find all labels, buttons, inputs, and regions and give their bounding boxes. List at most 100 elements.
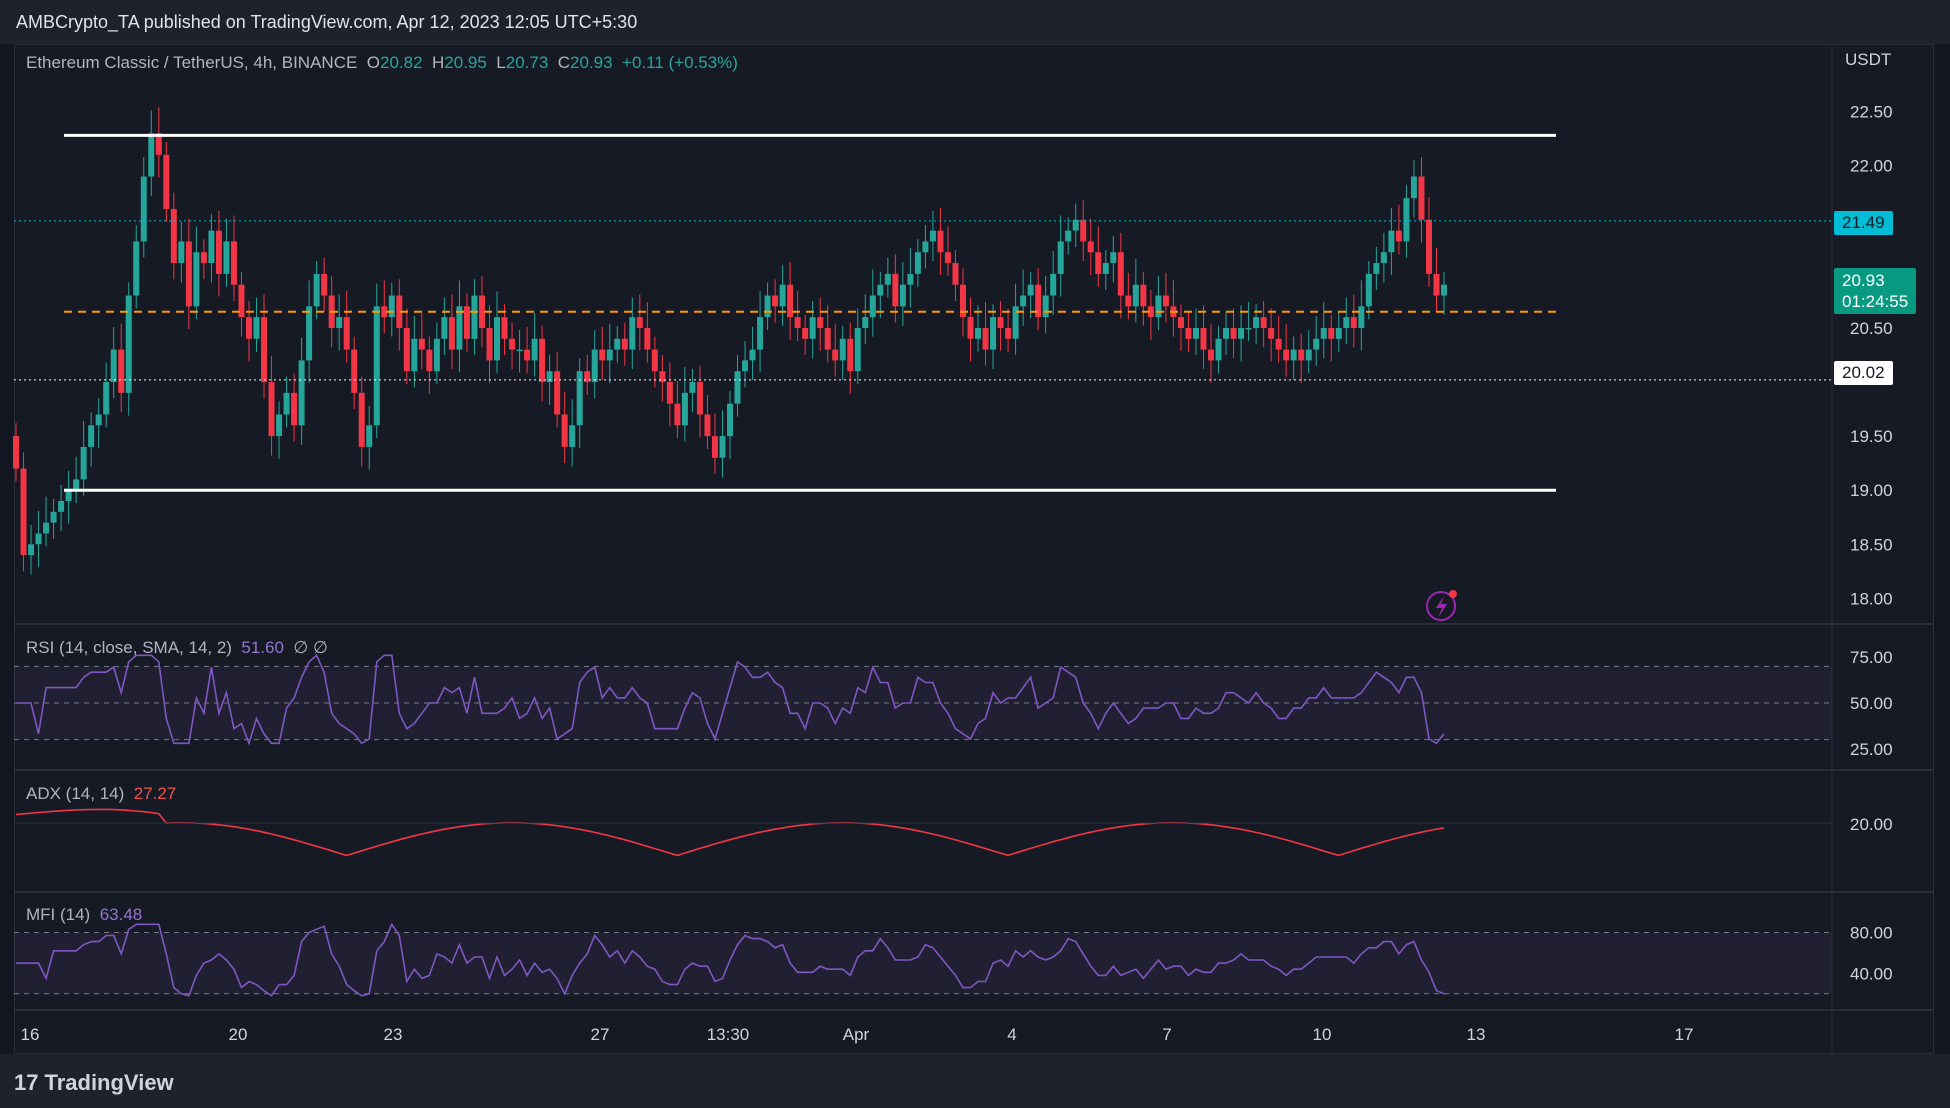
- candle-body: [291, 392, 298, 426]
- alert-lightning-icon: [1426, 590, 1457, 621]
- candle-body: [313, 273, 320, 307]
- mfi-band: [14, 932, 1832, 994]
- candle-body: [381, 306, 388, 318]
- candle-body: [772, 295, 779, 307]
- candle-body: [486, 327, 493, 361]
- adx-label: ADX (14, 14): [26, 784, 125, 803]
- candle-body: [1260, 317, 1267, 328]
- candle-body: [990, 317, 997, 350]
- rsi-axis-tick: 50.00: [1850, 694, 1893, 713]
- candle-body: [1027, 284, 1034, 296]
- candle-body: [58, 501, 65, 512]
- candle-body: [696, 382, 703, 415]
- adx-legend[interactable]: ADX (14, 14) 27.27: [26, 784, 176, 804]
- candle-body: [599, 349, 606, 361]
- candle-body: [997, 317, 1004, 328]
- candle-body: [809, 317, 816, 339]
- adx-value: 27.27: [133, 784, 177, 803]
- candle-body: [178, 241, 185, 264]
- candle-body: [854, 327, 861, 372]
- mfi-legend[interactable]: MFI (14) 63.48: [26, 905, 142, 925]
- candle-body: [884, 273, 891, 285]
- candle-body: [606, 349, 613, 361]
- candle-body: [396, 295, 403, 328]
- candle-body: [80, 446, 87, 480]
- candle-body: [1418, 176, 1425, 220]
- candle-body: [869, 295, 876, 318]
- candle-body: [433, 338, 440, 372]
- candle-body: [463, 306, 470, 339]
- tradingview-logo[interactable]: 17 TradingView: [14, 1070, 174, 1096]
- candle-body: [140, 176, 147, 242]
- main-legend: Ethereum Classic / TetherUS, 4h, BINANCE…: [26, 53, 738, 73]
- candle-body: [501, 317, 508, 339]
- candle-body: [561, 414, 568, 447]
- candles: [13, 107, 1447, 575]
- candle-body: [426, 349, 433, 372]
- candle-body: [727, 403, 733, 437]
- candle-body: [944, 252, 951, 264]
- candle-body: [644, 327, 651, 350]
- rsi-legend[interactable]: RSI (14, close, SMA, 14, 2) 51.60 ∅ ∅: [26, 638, 328, 658]
- candle-body: [358, 392, 365, 447]
- candle-body: [1095, 252, 1102, 274]
- publisher-text: AMBCrypto_TA published on TradingView.co…: [16, 12, 638, 32]
- candle-body: [967, 317, 974, 339]
- candle-body: [839, 338, 846, 361]
- last-price-tag: 21.49: [1834, 211, 1893, 235]
- candle-body: [734, 371, 741, 404]
- candle-body: [185, 241, 192, 307]
- symbol-label[interactable]: Ethereum Classic / TetherUS, 4h, BINANCE: [26, 53, 358, 72]
- candle-body: [914, 252, 921, 274]
- chart-frame[interactable]: [14, 44, 1934, 1054]
- candle-body: [478, 295, 485, 328]
- adx-line: [15, 808, 1445, 857]
- tv-mark-icon: 17: [14, 1070, 39, 1095]
- open-label: O: [366, 53, 380, 72]
- candle-body: [847, 338, 854, 372]
- candle-body: [223, 241, 230, 274]
- candle-body: [1080, 219, 1087, 242]
- candle-body: [929, 230, 936, 242]
- candle-body: [922, 241, 929, 253]
- candle-body: [1117, 252, 1124, 296]
- candle-body: [321, 273, 328, 296]
- candle-body: [704, 414, 711, 437]
- mfi-value: 63.48: [99, 905, 143, 924]
- candle-body: [50, 511, 57, 523]
- candle-body: [899, 284, 906, 307]
- candle-body: [253, 317, 260, 339]
- candle-body: [1298, 349, 1305, 361]
- time-axis-tick: 4: [1007, 1025, 1016, 1044]
- candle-body: [13, 436, 19, 469]
- candle-body: [193, 252, 200, 307]
- alert-dot: [1449, 590, 1457, 598]
- candle-body: [148, 133, 155, 177]
- candle-body: [554, 371, 561, 415]
- candle-body: [959, 284, 966, 318]
- candle-body: [1313, 338, 1320, 350]
- candle-body: [373, 306, 380, 426]
- open-value: 20.82: [380, 53, 423, 72]
- candle-body: [802, 327, 809, 339]
- time-axis-tick: 23: [384, 1025, 403, 1044]
- candle-body: [418, 338, 425, 350]
- candle-body: [283, 392, 290, 415]
- candle-body: [1343, 317, 1350, 328]
- candle-body: [230, 241, 237, 285]
- mfi-axis-tick: 80.00: [1850, 923, 1893, 942]
- lightning-bolt: [1436, 596, 1447, 618]
- rsi-axis-tick: 25.00: [1850, 740, 1893, 759]
- rsi-line: [16, 653, 1445, 746]
- candle-body: [719, 436, 726, 458]
- brand-label: TradingView: [44, 1070, 174, 1095]
- close-value: 20.93: [570, 53, 613, 72]
- candle-body: [952, 263, 959, 285]
- candle-body: [1102, 263, 1109, 274]
- time-axis-tick: 13:30: [707, 1025, 750, 1044]
- candle-body: [629, 317, 636, 350]
- price-axis-tick: 19.00: [1850, 481, 1893, 500]
- candle-body: [1365, 273, 1372, 307]
- time-axis-tick: 13: [1467, 1025, 1486, 1044]
